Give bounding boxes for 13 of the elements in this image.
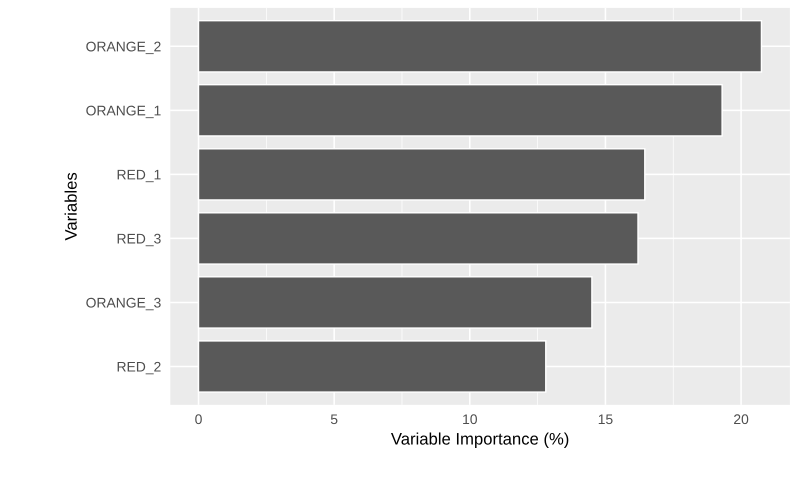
x-tick-label: 15 [598, 414, 613, 424]
y-axis-title: Variables [64, 172, 77, 240]
x-tick-label: 5 [330, 414, 338, 424]
x-tick-label: 20 [734, 414, 748, 424]
y-tick-label: ORANGE_2 [86, 42, 161, 54]
x-tick-label: 0 [195, 414, 202, 424]
y-tick-label: ORANGE_1 [86, 106, 161, 118]
y-tick-label: RED_1 [118, 170, 161, 182]
x-tick-label: 10 [463, 414, 477, 424]
y-tick-label: ORANGE_3 [86, 298, 161, 310]
x-axis-title: Variable Importance (%) [390, 432, 568, 448]
y-tick-label: RED_2 [118, 362, 161, 374]
y-tick-label: RED_3 [118, 234, 161, 246]
